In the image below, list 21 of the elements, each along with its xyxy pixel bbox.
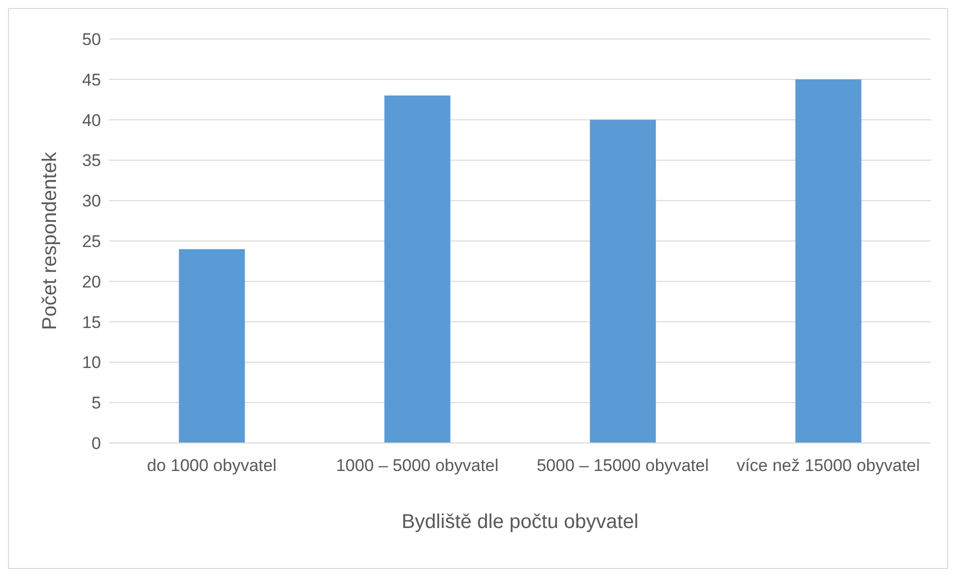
- x-axis-title: Bydliště dle počtu obyvatel: [402, 511, 638, 533]
- y-tick-label: 20: [82, 272, 101, 292]
- x-tick-label: 1000 – 5000 obyvatel: [336, 456, 499, 476]
- y-tick-label: 35: [82, 151, 101, 170]
- y-tick-label: 5: [92, 394, 101, 413]
- y-tick-label: 45: [82, 70, 101, 90]
- y-tick-label: 30: [82, 192, 101, 211]
- bar: [795, 79, 862, 443]
- x-tick-label: 5000 – 15000 obyvatel: [536, 456, 709, 476]
- y-tick-label: 0: [92, 434, 101, 454]
- x-tick-label: více než 15000 obyvatel: [736, 456, 920, 476]
- y-axis-title: Počet respondentek: [39, 151, 62, 330]
- bar: [590, 120, 656, 443]
- x-tick-label: do 1000 obyvatel: [147, 456, 276, 476]
- bar: [384, 96, 450, 443]
- bar: [178, 249, 245, 443]
- y-tick-label: 40: [82, 110, 101, 130]
- y-tick-label: 50: [82, 30, 101, 50]
- y-tick-label: 10: [82, 353, 101, 372]
- y-tick-label: 25: [82, 232, 101, 252]
- y-tick-label: 15: [82, 312, 101, 332]
